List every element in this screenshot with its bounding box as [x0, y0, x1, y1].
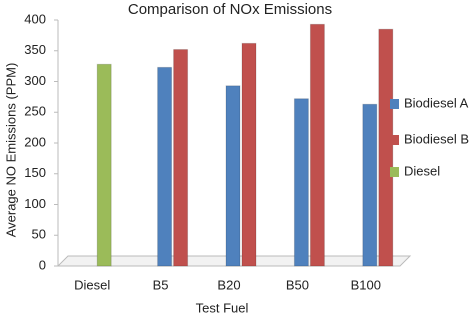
x-tick-label: Diesel — [74, 277, 110, 292]
legend-label: Biodiesel B — [404, 131, 469, 146]
y-tick-label: 150 — [24, 165, 46, 180]
x-tick-label: B5 — [153, 277, 169, 292]
legend-label: Biodiesel A — [404, 95, 469, 110]
bar — [309, 23, 325, 267]
y-tick-label: 350 — [24, 42, 46, 57]
legend-label: Diesel — [404, 163, 440, 178]
y-tick-label: 100 — [24, 196, 46, 211]
bar — [157, 66, 173, 267]
y-axis-label: Average NO Emissions (PPM) — [3, 63, 18, 238]
legend-swatch — [390, 99, 399, 109]
bar — [293, 98, 309, 267]
bar — [173, 49, 189, 267]
y-tick-label: 0 — [39, 257, 46, 272]
x-axis-label: Test Fuel — [196, 300, 249, 315]
y-tick-label: 300 — [24, 73, 46, 88]
chart-title: Comparison of NOx Emissions — [128, 1, 332, 18]
legend-swatch — [390, 135, 399, 145]
y-tick-label: 250 — [24, 104, 46, 119]
x-tick-label: B100 — [351, 277, 381, 292]
x-tick-label: B50 — [286, 277, 309, 292]
bar — [241, 42, 257, 267]
bar — [225, 85, 241, 267]
bar — [362, 103, 378, 267]
bar — [378, 28, 394, 267]
y-tick-label: 50 — [32, 227, 46, 242]
y-tick-label: 400 — [24, 11, 46, 26]
bar — [96, 63, 112, 267]
legend-swatch — [390, 167, 399, 177]
x-tick-label: B20 — [217, 277, 240, 292]
y-tick-label: 200 — [24, 134, 46, 149]
